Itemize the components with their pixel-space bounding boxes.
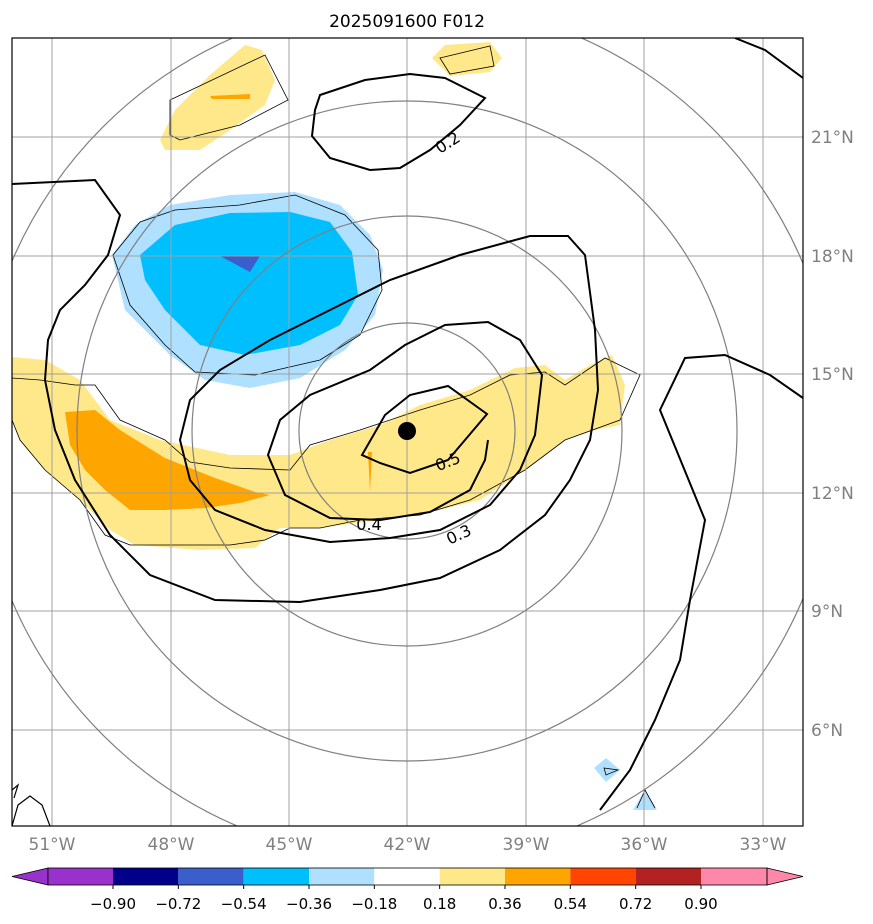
probability-contours xyxy=(12,38,803,811)
coastline-segment xyxy=(12,795,51,826)
lon-label: 51°W xyxy=(29,835,76,855)
fill-boundary-lines xyxy=(12,45,656,809)
lat-lon-grid xyxy=(12,38,803,826)
colorbar-tick-label: −0.90 xyxy=(90,895,136,913)
colorbar-segment xyxy=(374,868,440,885)
lat-label: 12°N xyxy=(811,484,854,504)
range-rings xyxy=(12,38,803,826)
colorbar-segment xyxy=(505,868,571,885)
colorbar-extend-high xyxy=(766,867,804,886)
colorbar-tick-label: 0.36 xyxy=(488,895,521,913)
colorbar-segment xyxy=(635,868,701,885)
colorbar-segment xyxy=(48,868,113,885)
colorbar-segment xyxy=(570,868,636,885)
lat-label: 9°N xyxy=(811,602,843,622)
colorbar-segment xyxy=(113,868,179,885)
colorbar-tick-label: −0.18 xyxy=(351,895,397,913)
lat-label: 6°N xyxy=(811,721,843,741)
map-panel: 0.2 0.3 0.4 0.5 xyxy=(12,38,803,826)
negative-anomaly-area xyxy=(594,758,620,782)
map-frame xyxy=(11,37,804,827)
contour-0.2-outer xyxy=(12,178,600,604)
positive-anomaly-core xyxy=(65,410,270,510)
colorbar-tick-label: 0.54 xyxy=(554,895,587,913)
contour-0.2-topright xyxy=(734,38,803,79)
lat-label: 21°N xyxy=(811,128,854,148)
contour-label-0.4: 0.4 xyxy=(356,515,381,534)
colorbar-segment xyxy=(309,868,375,885)
fill-boundary xyxy=(12,357,641,546)
lon-label: 48°W xyxy=(148,835,195,855)
fill-boundary xyxy=(439,45,495,75)
fill-boundary xyxy=(112,194,383,376)
contour-0.5 xyxy=(360,384,489,475)
latitude-labels: 21°N 18°N 15°N 12°N 9°N 6°N xyxy=(811,128,854,741)
contour-0.2-east xyxy=(599,353,803,811)
colorbar-tick-label: 0.72 xyxy=(619,895,652,913)
colorbar-tick-label: 0.18 xyxy=(423,895,456,913)
positive-anomaly-core xyxy=(210,94,250,99)
lon-label: 39°W xyxy=(503,835,550,855)
colorbar-segment xyxy=(701,868,767,885)
longitude-labels: 51°W 48°W 45°W 42°W 39°W 36°W 33°W xyxy=(29,835,787,855)
storm-center-marker xyxy=(398,422,416,440)
colorbar-segment xyxy=(439,868,505,885)
lat-label: 18°N xyxy=(811,247,854,267)
fill-boundary xyxy=(636,789,656,809)
coastline xyxy=(12,38,55,826)
positive-anomaly-core xyxy=(368,452,372,492)
colorbar-tick-label: −0.36 xyxy=(286,895,332,913)
range-ring xyxy=(298,322,516,540)
contour-0.2-north xyxy=(310,72,487,172)
colorbar: −0.90 −0.72 −0.54 −0.36 −0.18 0.18 0.36 0.54 0.7… xyxy=(11,867,804,913)
negative-anomaly-area xyxy=(140,212,358,355)
lon-label: 36°W xyxy=(621,835,668,855)
negative-anomaly-area xyxy=(633,790,657,810)
range-ring xyxy=(76,100,738,762)
colorbar-segment xyxy=(243,868,309,885)
lon-label: 42°W xyxy=(384,835,431,855)
fill-boundary xyxy=(169,54,289,141)
fill-boundary xyxy=(603,767,620,776)
colorbar-extend-low xyxy=(11,867,49,886)
colorbar-tick-label: 0.90 xyxy=(684,895,717,913)
lon-label: 33°W xyxy=(740,835,787,855)
range-ring xyxy=(191,215,623,647)
coastline-segment xyxy=(12,783,20,799)
colorbar-outline xyxy=(47,867,768,886)
lat-label: 15°N xyxy=(811,365,854,385)
colorbar-tick-label: −0.72 xyxy=(155,895,201,913)
colorbar-tick-label: −0.54 xyxy=(221,895,267,913)
negative-anomaly-core xyxy=(220,256,260,272)
figure-title: 2025091600 F012 xyxy=(329,12,485,32)
colorbar-segment xyxy=(178,868,244,885)
lon-label: 45°W xyxy=(266,835,313,855)
